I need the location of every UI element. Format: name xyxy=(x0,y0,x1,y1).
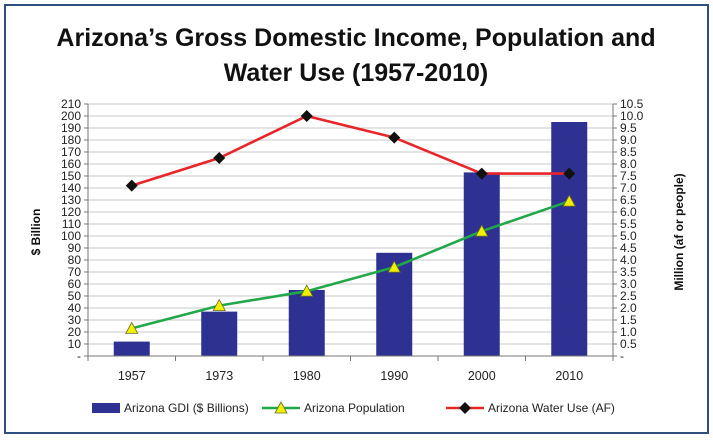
y-tick-label: 140 xyxy=(61,181,81,195)
y-axis-label-left: $ Billion xyxy=(29,209,43,256)
chart-title-line-2: Water Use (1957-2010) xyxy=(224,59,489,87)
point-marker xyxy=(475,167,488,180)
y-tick-label: 120 xyxy=(61,205,81,219)
point-marker xyxy=(388,131,401,144)
y-tick-label: 130 xyxy=(61,193,81,207)
y2-tick-label: 2.0 xyxy=(620,301,637,315)
y2-tick-label: 6.5 xyxy=(620,193,637,207)
y2-tick-label: 1.0 xyxy=(620,325,637,339)
bar xyxy=(113,341,150,356)
point-marker xyxy=(562,194,576,207)
y2-tick-label: 9.0 xyxy=(620,133,637,147)
point-marker xyxy=(125,179,138,192)
bar xyxy=(288,290,325,356)
bar xyxy=(201,311,238,356)
y2-tick-label: 5.0 xyxy=(620,229,637,243)
y-tick-label: 200 xyxy=(61,109,81,123)
y-tick-label: 150 xyxy=(61,169,81,183)
point-marker xyxy=(475,224,489,237)
y2-tick-label: 2.5 xyxy=(620,289,637,303)
x-tick-label: 1973 xyxy=(205,369,233,383)
y-tick-label: 100 xyxy=(61,229,81,243)
y2-tick-label: 10.5 xyxy=(620,97,644,111)
series-line xyxy=(131,199,570,330)
x-tick-label: 1980 xyxy=(293,369,321,383)
legend-swatch xyxy=(92,403,120,413)
legend-label: Arizona Population xyxy=(304,401,405,415)
y-tick-label: 20 xyxy=(68,325,82,339)
y-tick-label: 80 xyxy=(68,253,82,267)
y2-tick-label: 3.0 xyxy=(620,277,637,291)
gridlines xyxy=(88,103,613,345)
point-marker xyxy=(212,298,226,312)
y2-tick-label: 8.0 xyxy=(620,157,637,171)
point-marker xyxy=(125,321,139,334)
bar xyxy=(463,172,500,356)
y-tick-label: 70 xyxy=(68,265,82,279)
y-tick-label: 190 xyxy=(61,121,81,135)
y2-tick-label: 10.0 xyxy=(620,109,644,123)
point-marker xyxy=(300,284,314,297)
y2-tick-label: 1.5 xyxy=(620,313,637,327)
y-tick-label: 180 xyxy=(61,133,81,147)
point-marker xyxy=(387,260,401,273)
y-axis-label-right: Million (af or people) xyxy=(672,173,686,290)
y-tick-label: 40 xyxy=(68,301,82,315)
legend: Arizona GDI ($ Billions) Arizona Populati… xyxy=(92,401,615,415)
bar xyxy=(551,122,588,356)
series-line xyxy=(131,114,570,187)
y2-tick-label: 7.5 xyxy=(620,169,637,183)
legend-marker xyxy=(274,401,288,414)
y2-tick-label: 3.5 xyxy=(620,265,637,279)
y-tick-label: 60 xyxy=(68,277,82,291)
y-tick-label: 210 xyxy=(61,97,81,111)
bar-series xyxy=(113,122,588,356)
line-series xyxy=(125,110,576,334)
y2-tick-label: 6.0 xyxy=(620,205,637,219)
y-tick-label: 160 xyxy=(61,157,81,171)
axes: -102030405060708090100110120130140150160… xyxy=(61,97,644,383)
y2-tick-label: 9.5 xyxy=(620,121,637,135)
y2-tick-label: 4.5 xyxy=(620,241,637,255)
y-tick-label: 30 xyxy=(68,313,82,327)
y2-tick-label: 8.5 xyxy=(620,145,637,159)
point-marker xyxy=(213,152,226,164)
y2-tick-label: 5.5 xyxy=(620,217,637,231)
point-marker xyxy=(300,110,313,122)
x-tick-label: 2010 xyxy=(555,369,583,383)
y-tick-label: 170 xyxy=(61,145,81,159)
y-tick-label: 10 xyxy=(68,337,82,351)
y2-tick-label: - xyxy=(620,349,624,363)
x-tick-label: 2000 xyxy=(468,369,496,383)
x-tick-label: 1990 xyxy=(380,369,408,383)
y-tick-label: - xyxy=(77,349,81,363)
y-tick-label: 50 xyxy=(68,289,82,303)
y-tick-label: 110 xyxy=(62,217,81,231)
legend-label: Arizona Water Use (AF) xyxy=(488,401,615,415)
y2-tick-label: 7.0 xyxy=(620,181,637,195)
y-tick-label: 90 xyxy=(68,241,82,255)
legend-marker xyxy=(459,402,471,414)
chart-frame xyxy=(4,4,709,434)
y2-tick-label: 4.0 xyxy=(620,253,637,267)
y2-tick-label: 0.5 xyxy=(620,337,637,351)
legend-label: Arizona GDI ($ Billions) xyxy=(124,401,249,415)
point-marker xyxy=(563,167,576,180)
chart-title-line-1: Arizona’s Gross Domestic Income, Populat… xyxy=(56,24,655,52)
x-tick-label: 1957 xyxy=(118,369,146,383)
